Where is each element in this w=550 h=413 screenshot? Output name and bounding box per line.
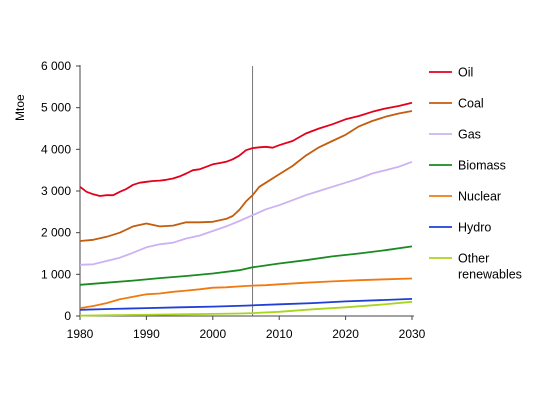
x-tick-label: 1990 [133,327,160,341]
y-tick-label: 6 000 [41,59,71,73]
x-tick-label: 2010 [266,327,293,341]
legend-label: Other renewables [458,252,522,282]
series-line-gas [79,160,413,266]
legend-label: Hydro [458,221,491,235]
series-line-biomass [79,245,413,286]
y-tick-label: 3 000 [41,184,71,198]
x-tick-label: 2030 [399,327,426,341]
legend: Oil Coal Gas Biomass Nuclear Hydro Other renewa… [429,66,522,282]
x-tick-label: 2000 [199,327,226,341]
axes: 0 1 000 2 000 3 000 4 000 5 000 6 000 1980 1990 2… [13,59,426,341]
legend-label: Biomass [458,159,506,173]
series-line-other-renewables [79,300,413,317]
y-tick-label: 2 000 [41,226,71,240]
y-tick-label: 4 000 [41,142,71,156]
y-tick-label: 5 000 [41,101,71,115]
series-line-oil [79,101,413,197]
series-line-coal [79,110,413,242]
x-tick-label: 1980 [67,327,94,341]
series-line-hydro [79,298,413,311]
y-tick-label: 1 000 [41,267,71,281]
y-axis-label: Mtoe [13,94,27,121]
legend-label: Coal [458,97,484,111]
series-line-nuclear [79,277,413,309]
legend-label: Gas [458,128,481,142]
series-group [79,101,413,317]
y-tick-label: 0 [64,309,71,323]
legend-label: Nuclear [458,190,501,204]
x-tick-label: 2020 [332,327,359,341]
legend-label: Oil [458,66,473,80]
